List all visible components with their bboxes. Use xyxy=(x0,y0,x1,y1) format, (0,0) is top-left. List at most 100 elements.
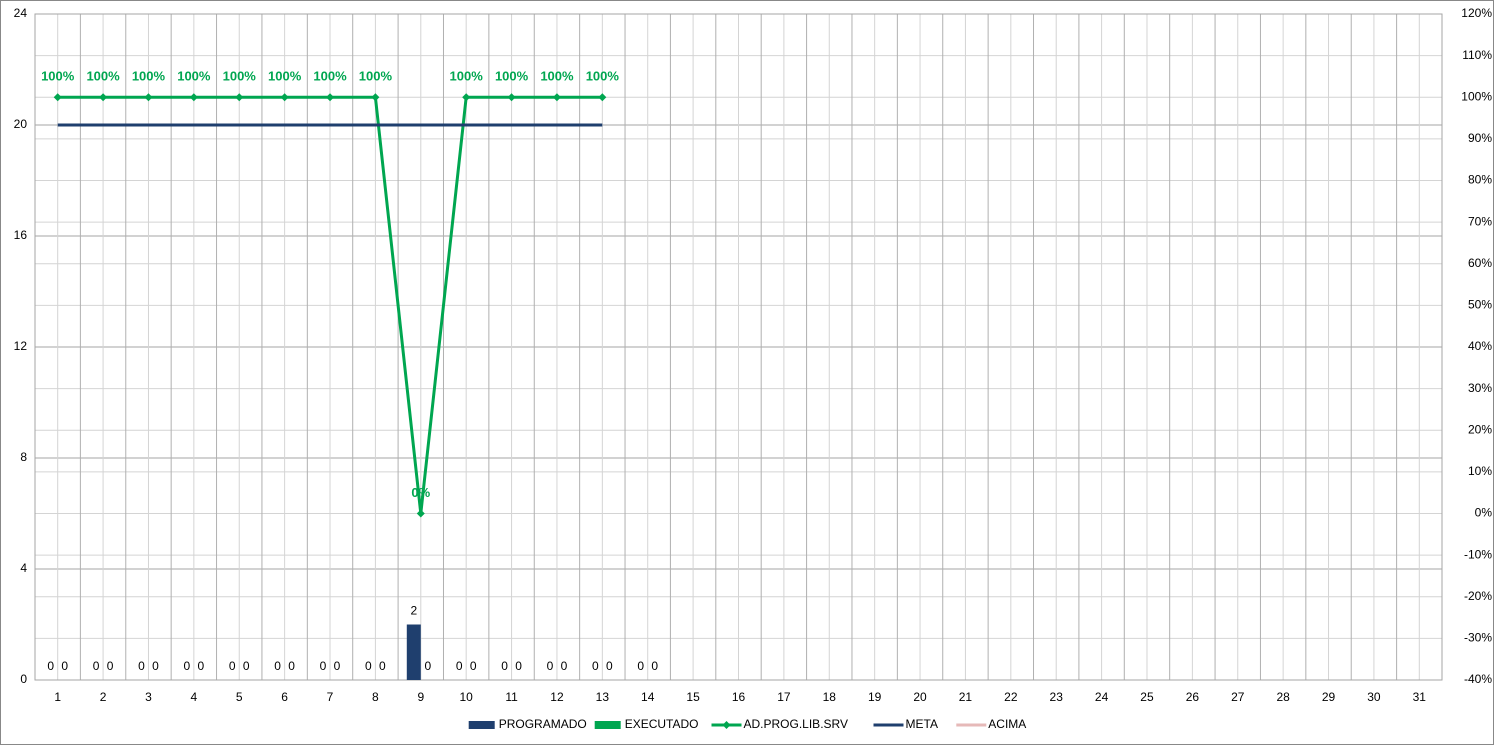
bar-data-label: 2 xyxy=(410,604,417,618)
y2-tick-label: -10% xyxy=(1464,547,1492,561)
y2-tick-label: 80% xyxy=(1468,173,1492,187)
x-tick-label: 7 xyxy=(327,690,334,704)
bar-data-label: 0 xyxy=(424,659,431,673)
line-data-label: 100% xyxy=(41,69,75,84)
line-marker xyxy=(99,93,108,102)
line-data-label: 100% xyxy=(540,69,574,84)
bar xyxy=(406,624,421,680)
bar-data-label: 0 xyxy=(470,659,477,673)
legend-label: PROGRAMADO xyxy=(499,717,587,731)
x-tick-label: 27 xyxy=(1231,690,1245,704)
bar-data-label: 0 xyxy=(561,659,568,673)
line-data-label: 100% xyxy=(313,69,347,84)
bar-data-label: 0 xyxy=(107,659,114,673)
y-tick-label: 12 xyxy=(14,339,28,353)
y2-tick-label: 90% xyxy=(1468,131,1492,145)
x-tick-label: 9 xyxy=(417,690,424,704)
line-data-label: 100% xyxy=(495,69,529,84)
bar-data-label: 0 xyxy=(47,659,54,673)
y-tick-label: 0 xyxy=(20,672,27,686)
x-tick-label: 25 xyxy=(1140,690,1154,704)
line-marker xyxy=(53,93,62,102)
x-tick-label: 16 xyxy=(732,690,746,704)
y2-tick-label: 30% xyxy=(1468,381,1492,395)
line-data-label: 100% xyxy=(132,69,166,84)
y-tick-label: 24 xyxy=(14,6,28,20)
x-tick-label: 6 xyxy=(281,690,288,704)
line-marker xyxy=(552,93,561,102)
bar-data-label: 0 xyxy=(152,659,159,673)
bar-data-label: 0 xyxy=(456,659,463,673)
x-tick-label: 21 xyxy=(959,690,973,704)
line-data-label: 100% xyxy=(223,69,257,84)
y-tick-label: 8 xyxy=(20,450,27,464)
line-data-label: 100% xyxy=(268,69,302,84)
x-tick-label: 19 xyxy=(868,690,882,704)
legend-label: ACIMA xyxy=(988,717,1026,731)
bar-data-label: 0 xyxy=(334,659,341,673)
bar-data-label: 0 xyxy=(320,659,327,673)
x-tick-label: 10 xyxy=(459,690,473,704)
bar-data-label: 0 xyxy=(637,659,644,673)
line-marker xyxy=(280,93,289,102)
y2-tick-label: 120% xyxy=(1461,6,1492,20)
y2-tick-label: 100% xyxy=(1461,89,1492,103)
x-tick-label: 30 xyxy=(1367,690,1381,704)
line-marker xyxy=(371,93,380,102)
x-tick-label: 5 xyxy=(236,690,243,704)
x-tick-label: 31 xyxy=(1413,690,1427,704)
y2-tick-label: 60% xyxy=(1468,256,1492,270)
y2-tick-label: -20% xyxy=(1464,589,1492,603)
legend-label: EXECUTADO xyxy=(625,717,699,731)
bar-data-label: 0 xyxy=(61,659,68,673)
line-marker xyxy=(144,93,153,102)
bar-data-label: 0 xyxy=(547,659,554,673)
bar-data-label: 0 xyxy=(288,659,295,673)
line-marker xyxy=(326,93,335,102)
line-marker xyxy=(416,509,425,518)
y2-tick-label: 40% xyxy=(1468,339,1492,353)
line-data-label: 0% xyxy=(411,485,430,500)
bar-data-label: 0 xyxy=(138,659,145,673)
x-tick-label: 11 xyxy=(505,690,518,704)
y2-tick-label: -30% xyxy=(1464,631,1492,645)
x-tick-label: 15 xyxy=(686,690,700,704)
x-tick-label: 13 xyxy=(596,690,610,704)
bar-data-label: 0 xyxy=(198,659,205,673)
line-data-label: 100% xyxy=(586,69,620,84)
y2-tick-label: -40% xyxy=(1464,672,1492,686)
line-marker xyxy=(235,93,244,102)
line-data-label: 100% xyxy=(177,69,211,84)
bar-data-label: 0 xyxy=(365,659,372,673)
line-marker xyxy=(189,93,198,102)
x-tick-label: 22 xyxy=(1004,690,1018,704)
bar-data-label: 0 xyxy=(606,659,613,673)
bar-data-label: 0 xyxy=(243,659,250,673)
bar-data-label: 0 xyxy=(379,659,386,673)
x-tick-label: 23 xyxy=(1050,690,1064,704)
x-tick-label: 3 xyxy=(145,690,152,704)
x-tick-label: 17 xyxy=(777,690,791,704)
x-tick-label: 29 xyxy=(1322,690,1336,704)
x-tick-label: 28 xyxy=(1276,690,1290,704)
y2-tick-label: 70% xyxy=(1468,214,1492,228)
x-tick-label: 12 xyxy=(550,690,564,704)
line-data-label: 100% xyxy=(450,69,484,84)
bar-data-label: 0 xyxy=(93,659,100,673)
bar-data-label: 0 xyxy=(515,659,522,673)
bar-data-label: 0 xyxy=(651,659,658,673)
line-marker xyxy=(598,93,607,102)
x-tick-label: 8 xyxy=(372,690,379,704)
bar-data-label: 0 xyxy=(501,659,508,673)
y-tick-label: 16 xyxy=(14,228,28,242)
y2-tick-label: 0% xyxy=(1475,506,1493,520)
line-data-label: 100% xyxy=(86,69,120,84)
x-tick-label: 18 xyxy=(823,690,837,704)
bar-data-label: 0 xyxy=(592,659,599,673)
y2-tick-label: 110% xyxy=(1462,48,1492,62)
legend-swatch xyxy=(594,721,621,729)
y2-tick-label: 10% xyxy=(1468,464,1492,478)
y2-tick-label: 50% xyxy=(1468,298,1492,312)
